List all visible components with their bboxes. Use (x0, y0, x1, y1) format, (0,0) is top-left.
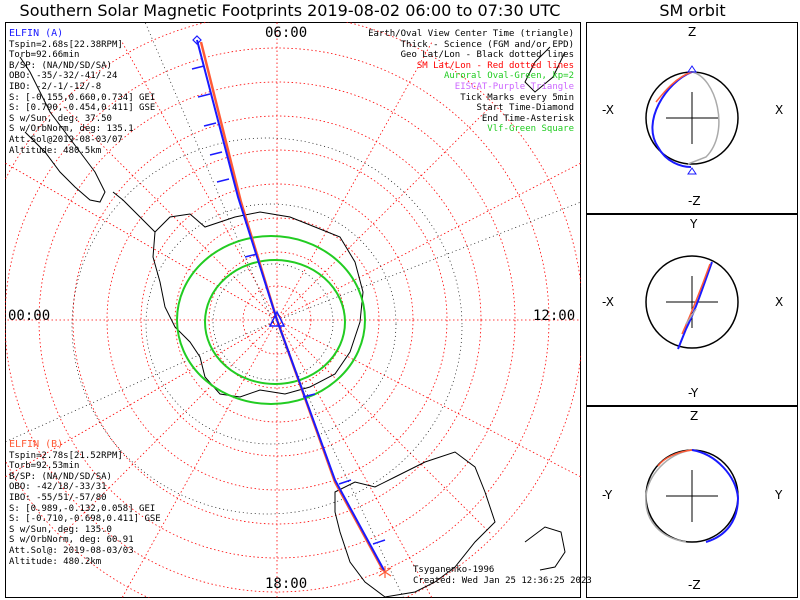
clock-label-1800: 18:00 (265, 576, 308, 592)
elfin-b-line: S: [0.989,-0.132,0.058] GEI (9, 503, 156, 514)
sm-orbit-title: SM orbit (659, 1, 726, 20)
polar-map (5, 22, 581, 598)
sm-panel-3-top: Z (690, 409, 699, 423)
start-diamond (192, 35, 202, 45)
elfin-a-track (196, 39, 386, 573)
elfin-a-line: Att.Sol@2019-08-03/07 (9, 134, 123, 145)
map-legend: Earth/Oval View Center Time (triangle) T… (368, 29, 574, 135)
sm-panel-3-bottom: -Z (688, 578, 701, 592)
legend-auroral-oval: Auroral Oval-Green, kp=2 (443, 71, 574, 82)
sm-panel-3-right: Y (775, 488, 783, 502)
australia-coastline (334, 451, 496, 598)
elfin-b-line: OBO: -42/18/-33/31 (9, 482, 107, 493)
clock-label-1200: 12:00 (533, 308, 576, 324)
sm-panel-1-left: -X (602, 103, 614, 117)
elfin-a-name: ELFIN (A) (9, 28, 64, 39)
sm-panel-3-left: -Y (602, 488, 613, 502)
elfin-a-line: S w/Sun, deg: 37.50 (9, 113, 112, 124)
sm-panel-2-bottom: -Y (688, 386, 699, 400)
sm-xy-orbit-b (681, 263, 711, 335)
map-title: Southern Solar Magnetic Footprints 2019-… (19, 1, 561, 20)
sm-xz-orbit-b-seg (655, 71, 693, 103)
credit-author: Tsyganenko-1996 (413, 565, 495, 575)
elfin-b-line: S: [-0.710,-0.698,0.411] GSE (9, 514, 161, 525)
sm-panel-2-left: -X (602, 295, 614, 309)
view-center-triangle (268, 310, 286, 327)
south-america-coastline (19, 56, 106, 203)
elfin-b-line: B/SP: (NA/ND/SD/SA) (9, 471, 112, 482)
elfin-a-line: S: [-0.155,0.660,0.734] GEI (9, 92, 156, 103)
elfin-b-name: ELFIN (B) (9, 439, 64, 450)
sm-panel-2-right: X (775, 295, 784, 309)
legend-start-time: Start Time-Diamond (476, 103, 574, 114)
legend-science: Thick - Science (FGM and/or EPD) (400, 39, 574, 50)
credit-block: Tsyganenko-1996 Created: Wed Jan 25 12:3… (413, 565, 592, 586)
elfin-b-line: S w/Sun, deg: 135.0 (9, 524, 112, 535)
elfin-a-line: Altitude: 480.5km (9, 145, 102, 156)
sm-xy-orbit-grey (685, 308, 697, 325)
geo-grid (5, 22, 581, 598)
legend-sm-grid: SM Lat/Lon - Red dotted lines (416, 60, 574, 71)
sm-meridians (5, 22, 581, 598)
new-zealand-coastline (524, 526, 566, 571)
sm-yz-orbit-a (691, 449, 740, 543)
sm-xz-triangle-bottom (687, 167, 697, 175)
elfin-a-line: Tspin=2.68s[22.38RPM] (9, 39, 123, 50)
elfin-a-info: ELFIN (A) Tspin=2.68s[22.38RPM] Torb=92.… (9, 28, 156, 156)
sm-panel-xy-frame (586, 214, 798, 406)
elfin-a-line: IBO: -2/-1/-12/-8 (9, 81, 102, 92)
elfin-b-line: IBO: -55/51/-57/80 (9, 492, 107, 503)
sm-xz-triangle-top (687, 65, 697, 73)
elfin-b-track (199, 41, 385, 571)
legend-end-time: End Time-Asterisk (481, 113, 574, 124)
legend-geo-grid: Geo Lat/Lon - Black dotted lines (400, 50, 574, 61)
track-tick-marks (191, 65, 386, 545)
auroral-oval-outer (176, 235, 366, 405)
elfin-b-line: Torb=92.53min (9, 461, 80, 472)
sm-orbit-xy (645, 255, 739, 350)
legend-tick-marks: Tick Marks every 5min (460, 92, 574, 103)
sm-yz-orbit-b (657, 449, 693, 467)
auroral-oval-inner (204, 259, 346, 385)
sm-orbit-yz (645, 449, 740, 543)
end-asterisk (378, 566, 392, 578)
sm-panel-1-bottom: -Z (688, 194, 701, 208)
elfin-a-line: OBO: -35/-32/-41/-24 (9, 71, 118, 82)
elfin-a-line: S w/OrbNorm, deg: 135.1 (9, 124, 134, 135)
sm-panel-1-top: Z (688, 25, 697, 39)
elfin-a-line: B/SP: (NA/ND/SD/SA) (9, 60, 112, 71)
sm-xz-orbit-a (651, 71, 693, 168)
elfin-b-info: ELFIN (B) Tspin=2.78s[21.52RPM] Torb=92.… (9, 439, 161, 567)
clock-label-0000: 00:00 (8, 308, 51, 324)
legend-eiscat: EISCAT-Purple Triangle (454, 81, 574, 92)
elfin-a-line: S: [0.790,-0.454,0.411] GSE (9, 103, 156, 114)
legend-view-center: Earth/Oval View Center Time (triangle) (368, 29, 574, 39)
elfin-b-line: S w/OrbNorm, deg: 60.91 (9, 535, 134, 546)
antarctica-coastline (152, 211, 364, 398)
sm-xy-orbit-a (677, 261, 713, 350)
sm-panel-yz-frame (586, 406, 798, 598)
sm-panel-2-top: Y (690, 217, 698, 231)
elfin-b-line: Altitude: 480.2km (9, 556, 102, 567)
sm-xz-orbit-b (687, 71, 720, 165)
sm-orbit-xz (645, 65, 739, 175)
sm-panel-xz-frame (586, 22, 798, 214)
elfin-b-line: Tspin=2.78s[21.52RPM] (9, 450, 123, 461)
sm-panel-1-right: X (775, 103, 784, 117)
legend-vlf: Vlf-Green Square (487, 124, 574, 135)
sm-yz-orbit-grey (645, 449, 693, 543)
antarctic-peninsula (112, 191, 156, 233)
elfin-a-line: Torb=92.66min (9, 50, 80, 61)
clock-label-0600: 06:00 (265, 25, 308, 41)
africa-coastline (524, 46, 566, 93)
elfin-b-line: Att.Sol@: 2019-08-03/03 (9, 545, 134, 556)
credit-created: Created: Wed Jan 25 12:36:25 2023 (413, 575, 592, 586)
